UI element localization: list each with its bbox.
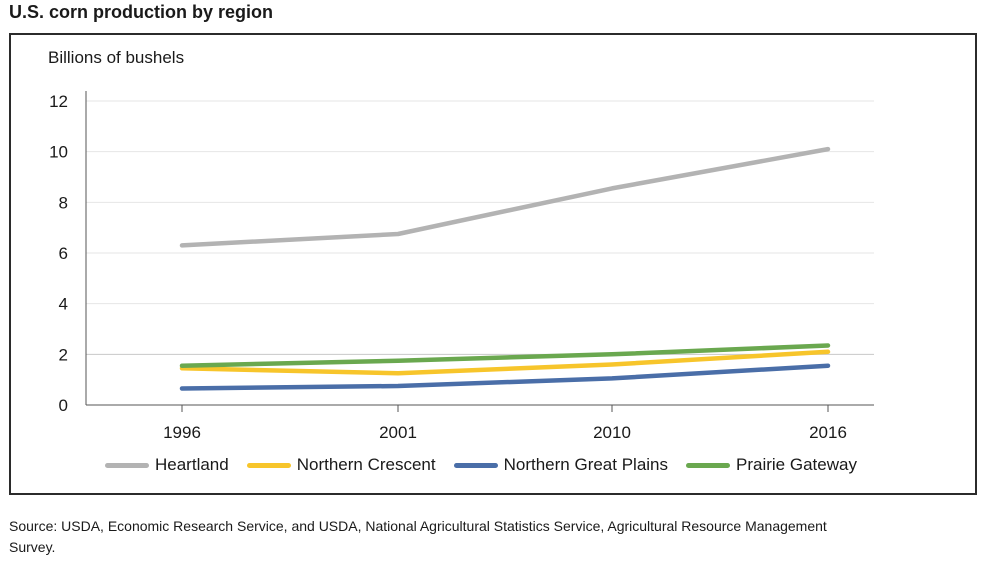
axes — [85, 91, 874, 412]
legend: Heartland Northern Crescent Northern Great… — [105, 455, 875, 475]
x-tick-label: 2001 — [379, 423, 417, 442]
legend-label: Northern Great Plains — [503, 455, 669, 474]
x-tick-label: 1996 — [163, 423, 201, 442]
series-line-prairie-gateway — [179, 343, 831, 368]
legend-swatch — [453, 462, 498, 468]
y-axis-label: Billions of bushels — [48, 48, 185, 67]
y-tick-label: 4 — [59, 295, 68, 314]
source-note: Source: USDA, Economic Research Service,… — [9, 518, 827, 555]
gridlines — [86, 100, 874, 355]
y-tick-label: 0 — [59, 396, 68, 415]
legend-item-prairie-gateway: Prairie Gateway — [686, 455, 857, 475]
series-lines — [179, 146, 831, 391]
x-tick-label: 2016 — [809, 423, 847, 442]
legend-item-heartland: Heartland — [105, 455, 229, 475]
tick-labels: 0 2 4 6 8 10 12 1996 2001 2010 2016 — [49, 92, 847, 442]
legend-swatch — [246, 462, 291, 468]
legend-swatch — [686, 462, 731, 468]
legend-item-northern-crescent: Northern Crescent — [246, 455, 436, 475]
legend-label: Heartland — [155, 455, 229, 474]
legend-label: Northern Crescent — [296, 455, 436, 474]
y-tick-label: 2 — [59, 345, 68, 364]
series-line-northern-crescent — [179, 349, 831, 376]
y-tick-label: 10 — [49, 143, 68, 162]
legend-item-northern-great-plains: Northern Great Plains — [453, 455, 669, 475]
x-tick-label: 2010 — [593, 423, 631, 442]
series-line-heartland — [179, 146, 831, 248]
y-tick-label: 12 — [49, 92, 68, 111]
chart-frame — [9, 33, 977, 495]
series-line-northern-great-plains — [179, 363, 831, 391]
chart-title: U.S. corn production by region — [9, 2, 274, 22]
y-tick-label: 8 — [59, 193, 68, 212]
legend-label: Prairie Gateway — [736, 455, 857, 474]
legend-swatch — [105, 462, 149, 468]
y-tick-label: 6 — [59, 244, 68, 263]
